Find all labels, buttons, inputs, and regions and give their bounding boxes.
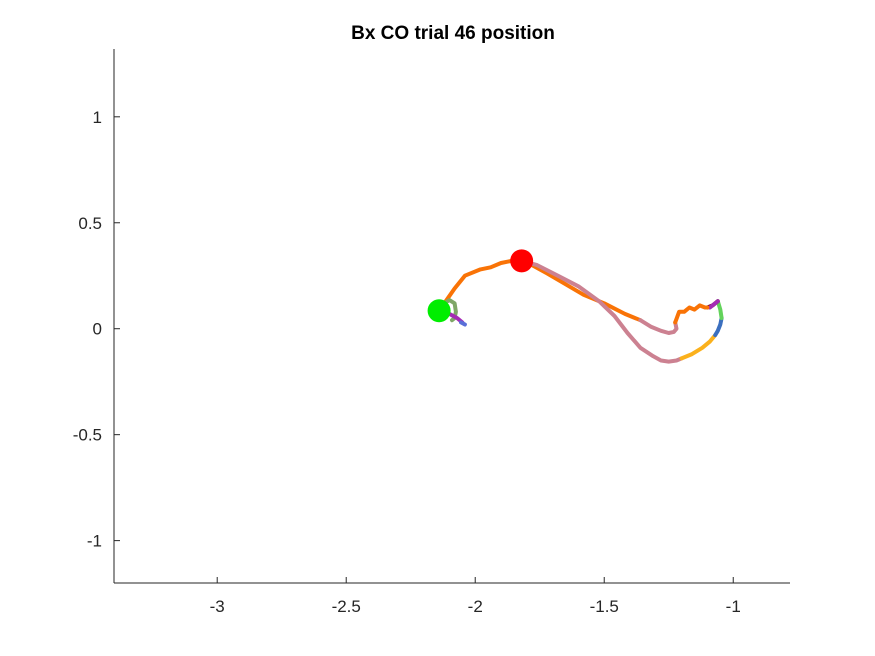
x-tick-label: -2.5 bbox=[332, 597, 361, 616]
x-tick-label: -2 bbox=[468, 597, 483, 616]
chart-title: Bx CO trial 46 position bbox=[351, 23, 555, 44]
y-tick-label: 0 bbox=[93, 320, 102, 339]
y-tick-label: 1 bbox=[93, 108, 102, 127]
x-tick-label: -1.5 bbox=[590, 597, 619, 616]
marker-2 bbox=[510, 249, 534, 273]
trace-segment-1 bbox=[442, 258, 524, 306]
marker-1 bbox=[427, 299, 451, 323]
trace-segment-13 bbox=[459, 320, 467, 327]
trace-segment-6 bbox=[713, 316, 724, 338]
trace-segment-2 bbox=[519, 258, 643, 323]
axes: -3 -2.5 -2 -1.5 -1 -1 -0.5 0 0.5 1 bbox=[73, 49, 790, 616]
trajectory-traces bbox=[437, 258, 724, 364]
trajectory-markers bbox=[427, 249, 534, 323]
x-tick-label: -1 bbox=[726, 597, 741, 616]
trace-segment-3 bbox=[519, 258, 684, 364]
x-tick-label: -3 bbox=[210, 597, 225, 616]
trace-segment-9 bbox=[708, 299, 720, 310]
trace-segment-4 bbox=[638, 318, 679, 335]
trace-segment-10 bbox=[673, 303, 710, 325]
y-tick-label: 0.5 bbox=[78, 214, 102, 233]
trace-segment-5 bbox=[679, 333, 718, 361]
y-tick-label: -1 bbox=[87, 532, 102, 551]
trace-segment-7 bbox=[715, 299, 724, 321]
y-tick-label: -0.5 bbox=[73, 426, 102, 445]
